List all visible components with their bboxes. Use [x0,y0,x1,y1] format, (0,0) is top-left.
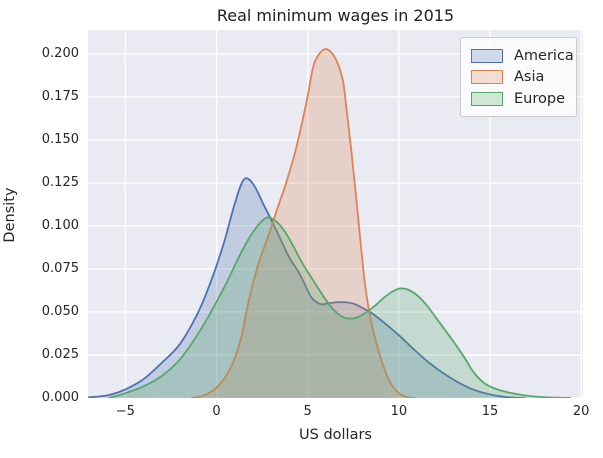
kde-fill-asia [191,49,416,398]
legend-label: America [514,47,574,64]
kde-line-america [88,177,526,398]
chart-title: Real minimum wages in 2015 [216,6,455,25]
kde-line-asia [191,48,417,398]
legend-label: Europe [514,90,565,107]
y-tick-label: 0.075 [41,260,79,276]
legend-row-europe: Europe [471,88,576,110]
x-tick-label: −5 [115,404,135,419]
x-axis-label: US dollars [299,427,372,443]
kde-fill-europe [108,217,571,398]
x-tick-label: 20 [572,404,590,419]
legend-row-america: America [471,45,576,67]
kde-fill-america [88,178,525,398]
y-tick-label: 0.125 [41,174,79,190]
y-tick-label: 0.050 [41,303,79,319]
y-tick-label: 0.175 [41,88,79,104]
x-tick-label: 0 [212,404,221,419]
legend: America Asia Europe [460,37,577,117]
y-tick-label: 0.150 [41,131,79,147]
y-tick-label: 0.200 [41,45,79,61]
x-tick-label: 15 [481,404,499,419]
legend-swatch-europe [471,91,503,106]
x-tick-label: 5 [303,404,312,419]
legend-swatch-asia [471,70,503,85]
y-tick-label: 0.000 [41,390,79,405]
legend-row-asia: Asia [471,67,576,89]
kde-plot-canvas [88,30,583,398]
y-tick-label: 0.025 [41,346,79,362]
kde-line-europe [108,216,572,398]
legend-swatch-america [471,48,503,63]
plot-area: America Asia Europe [88,30,583,398]
y-tick-label: 0.100 [41,217,79,233]
x-tick-label: 10 [390,404,408,419]
legend-label: Asia [514,69,545,86]
